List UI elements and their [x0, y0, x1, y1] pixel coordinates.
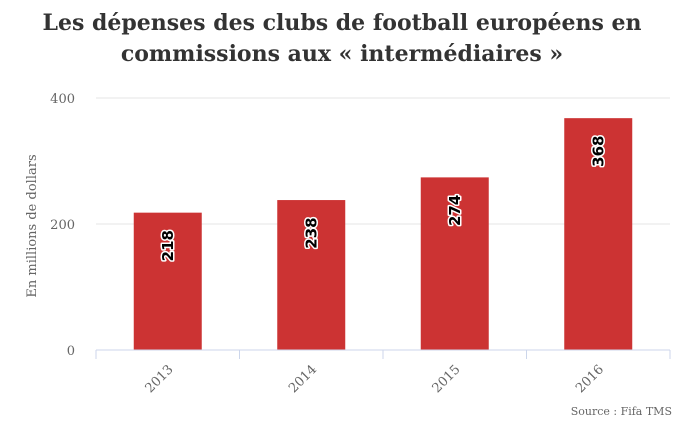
data-label: 274 [446, 195, 464, 226]
x-axis: 2013 2014 2015 2016 [95, 349, 671, 396]
bar [564, 118, 633, 350]
bar [133, 212, 202, 350]
source-note: Source : Fifa TMS [570, 405, 672, 418]
chart-title: Les dépenses des clubs de football europ… [42, 10, 642, 67]
x-tick-label: 2015 [430, 362, 464, 396]
bar [420, 177, 489, 350]
y-tick-label: 200 [50, 218, 75, 233]
data-label: 218 [159, 230, 177, 261]
data-label: 368 [589, 136, 607, 167]
y-tick-label: 400 [50, 92, 75, 107]
x-tick-label: 2013 [143, 362, 177, 396]
bars [133, 118, 633, 350]
data-labels: 218 238 274 368 [157, 134, 609, 263]
x-tick-label: 2016 [573, 362, 607, 396]
data-label: 238 [302, 217, 320, 248]
y-axis-title: En millions de dollars [25, 154, 40, 297]
x-tick-label: 2014 [286, 362, 320, 396]
y-tick-label: 0 [67, 344, 75, 359]
bar [277, 200, 346, 350]
